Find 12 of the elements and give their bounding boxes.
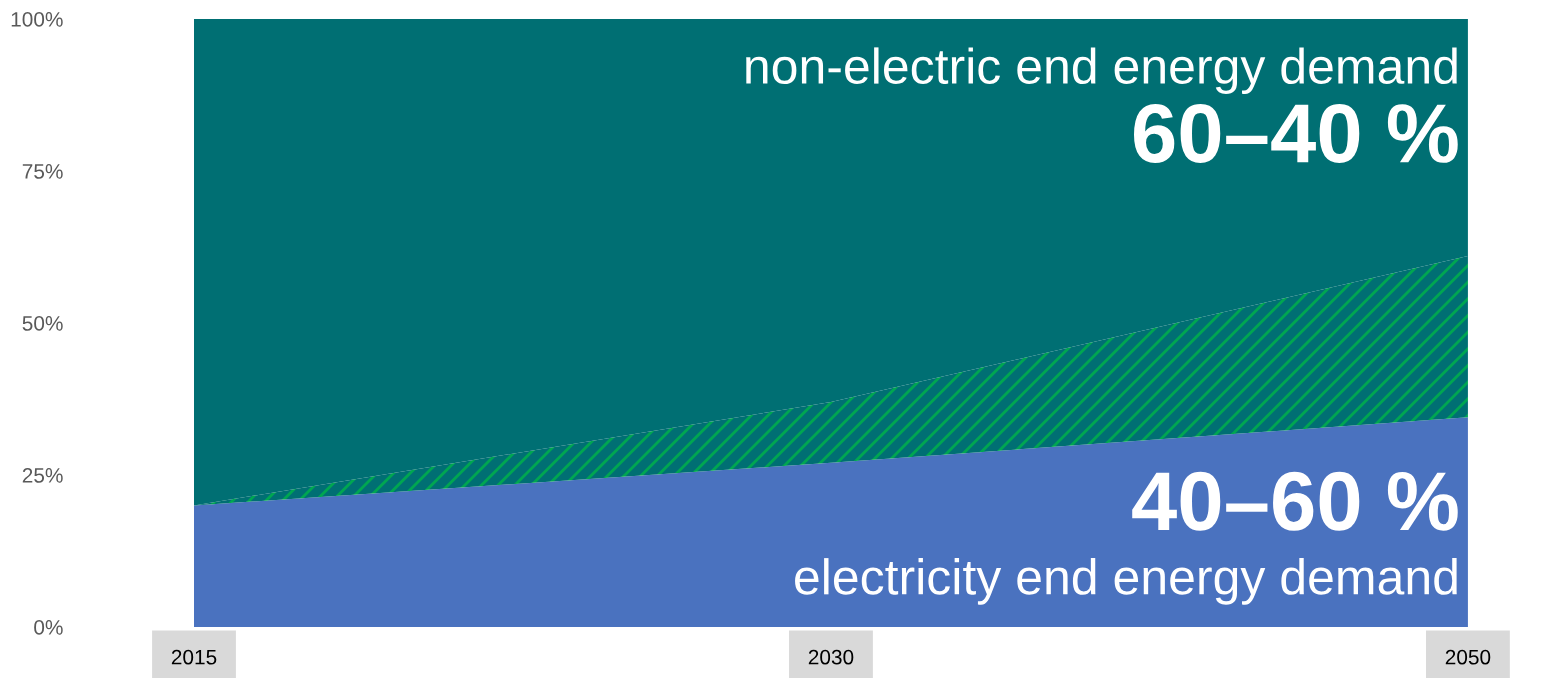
y-tick-label: 25% — [22, 468, 63, 483]
x-tick-label: 2050 — [1445, 649, 1491, 665]
x-tick-label: 2015 — [171, 649, 217, 665]
annotation: 40–60 % — [1132, 471, 1458, 531]
annotation: non-electric end energy demand — [746, 47, 1457, 94]
y-tick-label: 0% — [34, 620, 63, 635]
x-tick-label: 2030 — [808, 649, 854, 665]
y-tick-label: 100% — [11, 12, 63, 27]
annotation: electricity end energy demand — [795, 558, 1457, 605]
y-tick-label: 75% — [22, 164, 63, 179]
y-tick-label: 50% — [22, 316, 63, 331]
annotation: 60–40 % — [1134, 103, 1458, 163]
